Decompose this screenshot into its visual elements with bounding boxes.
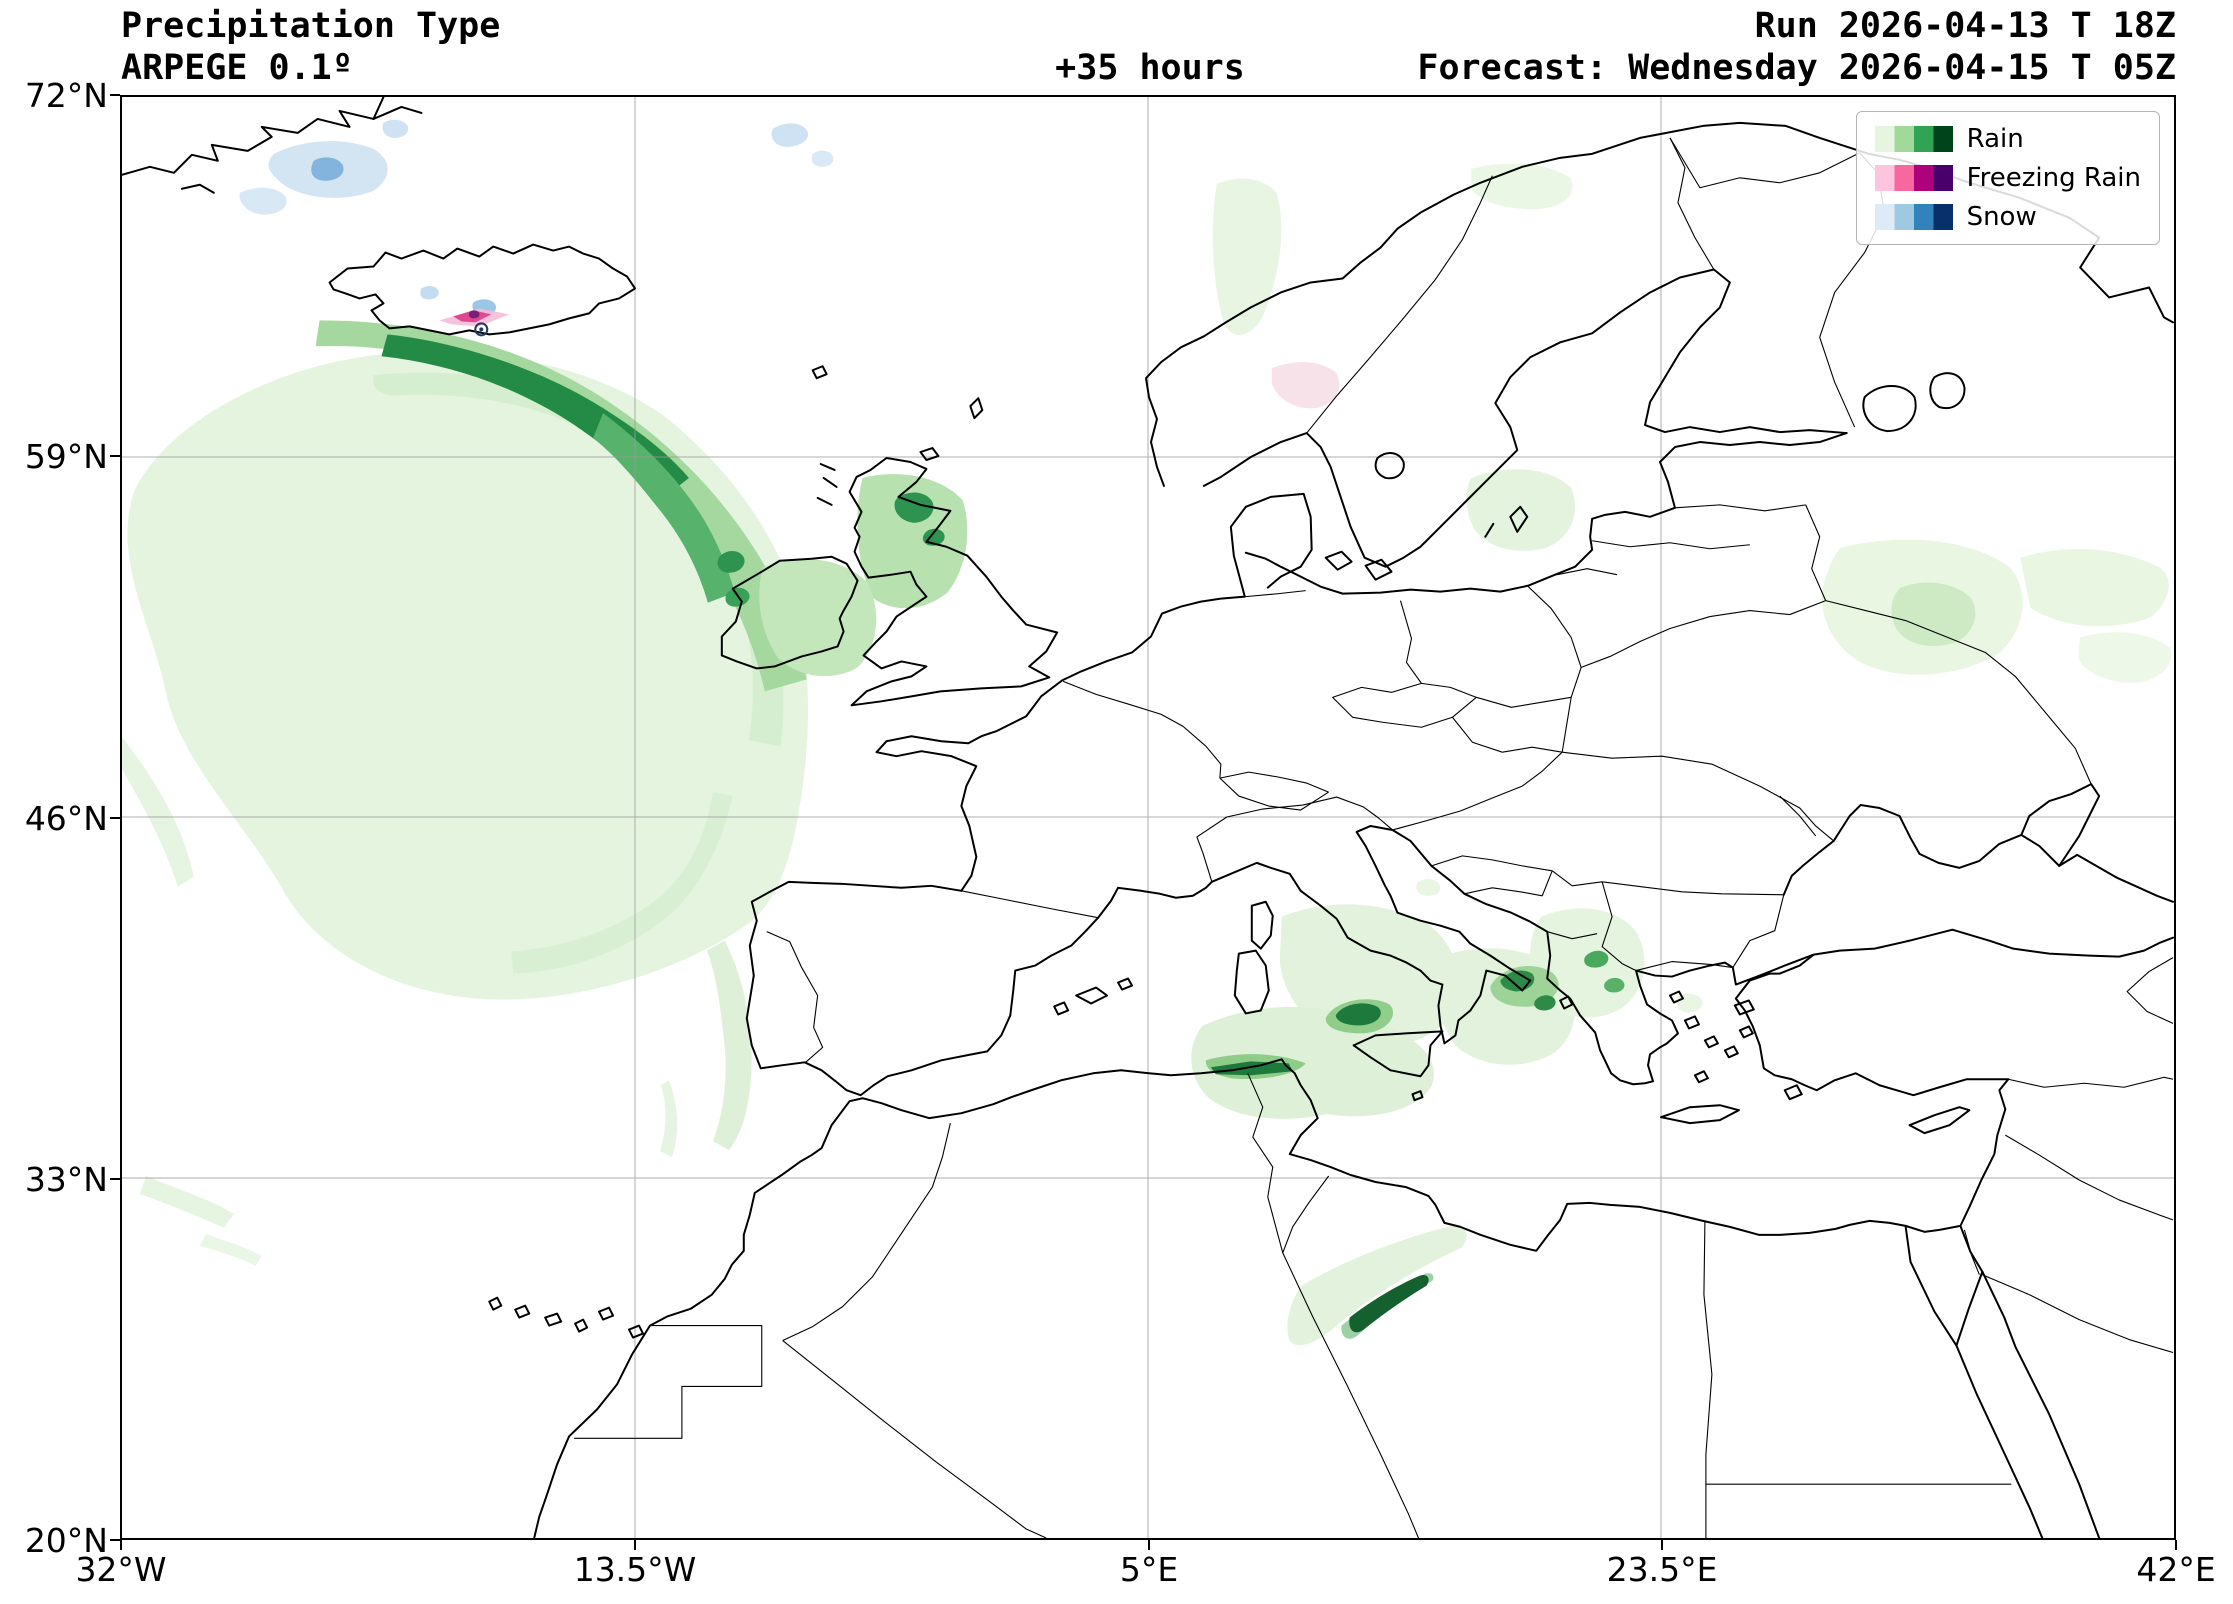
y-tick (110, 94, 120, 96)
x-tick-label: 42°E (2136, 1550, 2216, 1589)
map-plot-area: Rain Freezing Rain Snow (120, 95, 2176, 1540)
borders-layer (574, 137, 2174, 1538)
x-tick-label: 23.5°E (1606, 1550, 1718, 1589)
y-tick-label: 33°N (24, 1160, 108, 1199)
legend-label: Snow (1966, 202, 2037, 232)
x-tick (1148, 1540, 1150, 1550)
x-tick-label: 5°E (1119, 1550, 1179, 1589)
map-svg (122, 97, 2174, 1538)
x-tick (120, 1540, 122, 1550)
y-tick (110, 455, 120, 457)
x-tick (2175, 1540, 2177, 1550)
forecast-label: Forecast: Wednesday 2026-04-15 T 05Z (1417, 48, 2176, 88)
precip-legend: Rain Freezing Rain Snow (1855, 111, 2160, 245)
legend-label: Rain (1966, 124, 2024, 154)
legend-item-rain: Rain (1874, 124, 2141, 154)
run-label: Run 2026-04-13 T 18Z (1754, 6, 2176, 46)
snow-swatch (1874, 204, 1953, 230)
legend-item-freezing-rain: Freezing Rain (1874, 163, 2141, 193)
y-tick-label: 72°N (24, 76, 108, 115)
page-title: Precipitation Type (121, 6, 501, 46)
legend-item-snow: Snow (1874, 202, 2141, 232)
y-tick (110, 1178, 120, 1180)
x-tick-label: 32°W (75, 1550, 167, 1589)
y-tick-label: 20°N (24, 1521, 108, 1560)
freezing-rain-swatch (1874, 165, 1953, 191)
rain-swatch (1874, 126, 1953, 152)
legend-label: Freezing Rain (1966, 163, 2141, 193)
x-tick-label: 13.5°W (573, 1550, 697, 1589)
y-tick (110, 817, 120, 819)
precip-layer (122, 119, 2172, 1346)
y-tick-label: 59°N (24, 437, 108, 476)
gridlines-layer (122, 97, 2174, 1538)
model-subtitle: ARPEGE 0.1º (121, 48, 353, 88)
y-tick (110, 1539, 120, 1541)
cyclone-marker-icon (474, 322, 489, 337)
x-tick (634, 1540, 636, 1550)
x-tick (1661, 1540, 1663, 1550)
y-tick-label: 46°N (24, 799, 108, 838)
lead-time-label: +35 hours (1055, 48, 1245, 88)
